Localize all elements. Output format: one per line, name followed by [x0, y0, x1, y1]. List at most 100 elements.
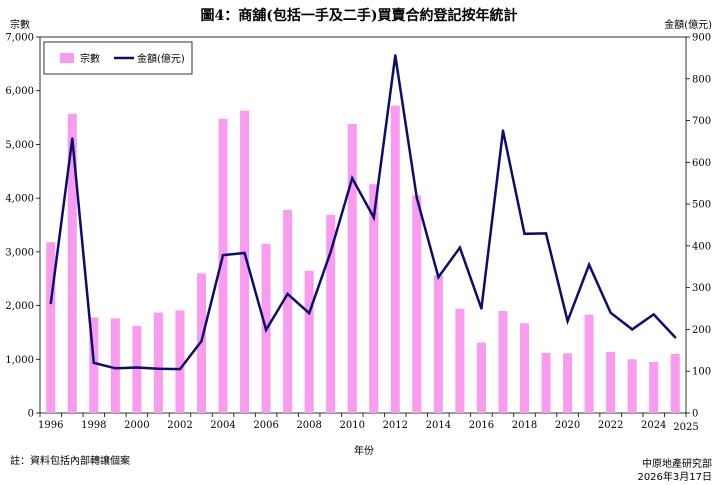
amount-point-2023 [630, 328, 634, 331]
legend-bar-swatch [60, 53, 74, 63]
chart-title: 圖4：商舖(包括一手及二手)買賣合約登記按年統計 [201, 7, 518, 24]
amount-point-2014 [437, 276, 440, 279]
amount-point-2004 [221, 253, 225, 257]
amount-point-2006 [264, 328, 268, 332]
legend-label-amount: 金額(億元) [137, 52, 185, 65]
amount-point-2018 [523, 232, 526, 235]
y-right-tick-label-700: 700 [692, 116, 711, 127]
bar-2001 [153, 312, 163, 413]
amount-point-2007 [286, 292, 289, 296]
y-left-tick-label-6000: 6,000 [5, 86, 34, 97]
y-left-tick-label-4000: 4,000 [5, 194, 34, 205]
y-right-tick-label-400: 400 [692, 241, 711, 252]
amount-point-2025 [674, 336, 677, 339]
source-date: 2026年3月17日 [637, 470, 712, 483]
x-tick-label-2022: 2022 [598, 420, 623, 431]
y-left-axis-title: 宗數 [10, 18, 30, 31]
y-left-tick-label-0: 0 [28, 409, 34, 420]
bar-2017 [498, 310, 508, 413]
amount-point-2017 [501, 129, 505, 132]
amount-point-2015 [458, 246, 462, 249]
x-tick-label-2018: 2018 [512, 420, 537, 431]
amount-point-1998 [92, 361, 96, 365]
bar-2000 [132, 325, 142, 413]
y-left-tick-label-3000: 3,000 [5, 247, 34, 258]
amount-point-2020 [566, 319, 569, 323]
bar-2004 [218, 118, 228, 413]
y-left-tick-label-1000: 1,000 [5, 355, 34, 366]
bar-1999 [110, 318, 120, 413]
footnote: 註：資料包括內部轉讓個案 [10, 454, 130, 467]
x-tick-label-1996: 1996 [38, 420, 63, 431]
x-tick-label-2012: 2012 [383, 420, 408, 431]
x-tick-label-2010: 2010 [340, 420, 365, 431]
amount-point-2002 [178, 367, 182, 371]
amount-point-2022 [609, 311, 612, 314]
amount-point-2013 [415, 196, 419, 200]
amount-point-2016 [480, 307, 483, 310]
amount-point-1999 [114, 367, 117, 370]
x-axis-title: 年份 [354, 444, 374, 457]
bar-2010 [347, 124, 357, 413]
bar-2008 [304, 270, 314, 413]
amount-point-2000 [135, 366, 139, 369]
y-left-tick-label-5000: 5,000 [5, 140, 34, 151]
bar-2025 [670, 353, 680, 413]
x-tick-label-2020: 2020 [555, 420, 580, 431]
bar-2005 [240, 110, 250, 414]
amount-point-2001 [157, 367, 160, 370]
y-right-tick-label-0: 0 [692, 409, 698, 420]
legend: 宗數 金額(億元) [43, 41, 193, 75]
amount-point-2009 [329, 250, 332, 253]
bar-2024 [649, 361, 659, 413]
amount-point-1997 [71, 137, 74, 140]
x-tick-label-2024: 2024 [641, 420, 666, 431]
amount-point-2008 [307, 311, 311, 315]
y-right-tick-label-600: 600 [692, 158, 711, 169]
bars-layer [46, 105, 680, 414]
amount-point-2011 [372, 216, 375, 219]
bar-2019 [541, 352, 551, 413]
y-left-tick-label-2000: 2,000 [5, 301, 34, 312]
x-tick-label-2006: 2006 [253, 420, 278, 431]
bar-2023 [627, 359, 637, 413]
source-label: 中原地產研究部 [642, 457, 712, 470]
ticks-layer: 0 1,000 2,000 3,000 4,000 5,000 6,000 7,000 0 100… [5, 33, 711, 434]
bar-2014 [433, 275, 443, 413]
x-tick-label-2014: 2014 [426, 420, 451, 431]
bar-2011 [369, 184, 379, 413]
bar-2016 [476, 342, 486, 413]
y-right-tick-label-300: 300 [692, 283, 711, 294]
bar-1996 [46, 242, 56, 413]
y-right-tick-label-100: 100 [692, 367, 711, 378]
bar-2013 [412, 195, 422, 413]
y-left-tick-label-7000: 7,000 [5, 33, 34, 44]
y-right-tick-label-900: 900 [692, 33, 711, 44]
bar-2009 [326, 214, 336, 413]
amount-point-2010 [351, 177, 354, 180]
amount-point-2012 [394, 54, 397, 57]
bar-2018 [519, 323, 530, 413]
bar-2003 [196, 273, 207, 413]
bar-2022 [606, 351, 616, 413]
amount-point-2024 [652, 313, 655, 316]
amount-line [49, 55, 677, 371]
line-layer [49, 54, 677, 371]
x-tick-label-2025: 2025 [673, 422, 698, 433]
bar-2012 [390, 105, 400, 414]
amount-point-2021 [587, 263, 591, 266]
x-tick-label-2008: 2008 [296, 420, 321, 431]
amount-point-2005 [243, 251, 246, 255]
x-tick-label-1998: 1998 [81, 420, 106, 431]
bar-2002 [175, 310, 185, 413]
amount-point-1996 [49, 301, 52, 305]
bar-2021 [584, 314, 594, 413]
legend-label-count: 宗數 [80, 52, 100, 65]
x-tick-label-2002: 2002 [167, 420, 192, 431]
bar-2007 [283, 209, 293, 413]
x-tick-label-2000: 2000 [124, 420, 149, 431]
bar-1997 [67, 113, 77, 413]
y-right-tick-label-800: 800 [692, 74, 711, 85]
bar-2015 [455, 308, 465, 413]
